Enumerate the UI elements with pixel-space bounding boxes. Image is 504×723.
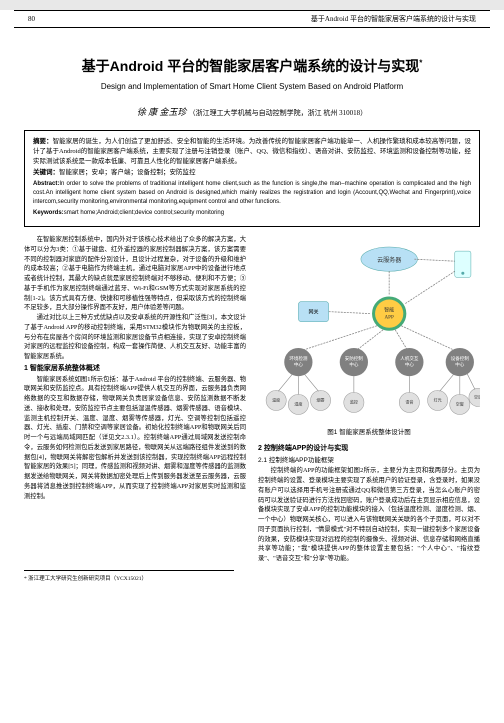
running-title: 基于Android 平台的智能家居客户端系统的设计与实现 [311,14,476,24]
svg-text:语音: 语音 [405,398,413,404]
authors: 徐 康 金玉珍 （浙江理工大学机械与自动控制学院，浙江 杭州 310018） [0,105,504,118]
svg-text:智能: 智能 [384,307,394,314]
svg-text:中心: 中心 [405,361,415,368]
title-english: Design and Implementation of Smart Home … [0,82,504,91]
svg-text:安防控制: 安防控制 [345,355,364,362]
left-column: 在智能家居控制系统中，国内外对于该核心技术给出了众多的解决方案，大体可以分为3类… [24,235,246,564]
section-title: 1 智能家居系统整体概述 [24,364,246,375]
footnote: * 浙江理工大学研究生创新研究项目（YCX15021） [24,570,234,582]
svg-text:APP: APP [385,315,394,321]
svg-text:人机交互: 人机交互 [400,355,419,362]
svg-text:湿度: 湿度 [294,400,302,406]
svg-text:烟雾: 烟雾 [317,396,325,402]
svg-text:温度: 温度 [272,396,280,402]
page-number: 80 [28,15,35,23]
svg-text:空窗: 空窗 [456,400,464,406]
paragraph: 控制终端的APP的功能框架如图2所示，主要分为主页和我两部分。主页为控制终端的设… [258,466,480,564]
svg-text:中心: 中心 [349,361,359,368]
svg-text:灯光: 灯光 [434,396,442,402]
svg-text:云服务器: 云服务器 [377,256,401,264]
paragraph: 在智能家居控制系统中，国内外对于该核心技术给出了众多的解决方案，大体可以分为3类… [24,235,246,313]
figure-caption: 图1 智能家居系统整体设计图 [258,428,480,438]
svg-text:空调: 空调 [474,393,480,399]
paragraph: 通过对比以上三种方式优缺点以及安卓系统的开源性和广泛性[3]，本文设计了基于An… [24,313,246,362]
svg-text:环境检测: 环境检测 [289,355,308,362]
title-chinese: 基于Android 平台的智能家居客户端系统的设计与实现* [0,56,504,76]
figure-1: 云服务器 智能 APP 网关 [258,241,480,438]
right-column: 云服务器 智能 APP 网关 [258,235,480,564]
svg-text:设备控制: 设备控制 [451,355,470,362]
abstract-box: 摘要：智能家居的诞生，为人们创造了更加舒适、安全和智能的生活环境。为改善传统的智… [24,130,480,227]
svg-text:中心: 中心 [455,361,465,368]
paragraph: 智能家居系统如图1所示包括：基于Android 平台的控制终端、云服务器、物联网… [24,375,246,502]
subsection-title: 2.1 控制终端APP功能框架 [258,456,480,466]
svg-text:监控: 监控 [350,398,358,404]
svg-text:网关: 网关 [308,309,318,316]
svg-text:中心: 中心 [294,361,304,368]
section-title: 2 控制终端APP的设计与实现 [258,444,480,455]
